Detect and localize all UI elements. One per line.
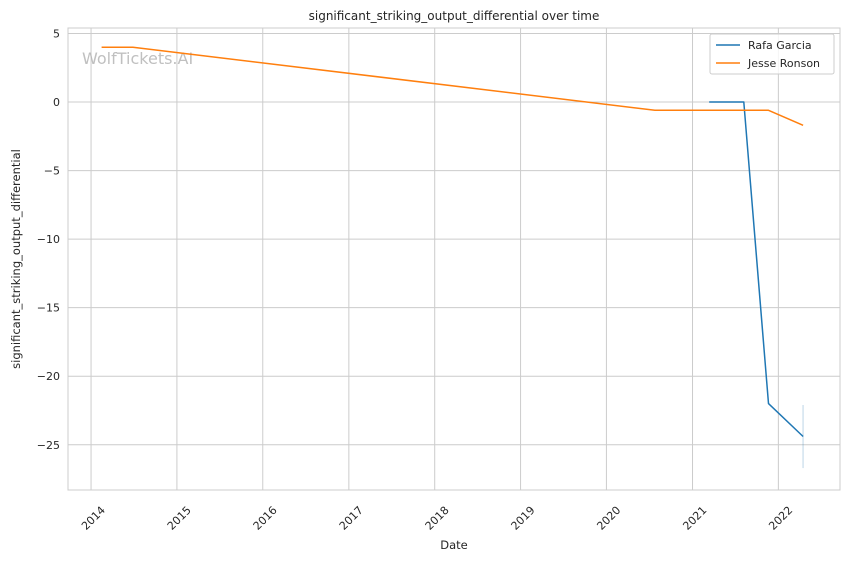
y-tick-label: −10	[37, 233, 60, 246]
legend-items: Rafa Garcia Jesse Ronson	[716, 39, 820, 70]
y-tick-label: 0	[53, 96, 60, 109]
x-tick-label: 2019	[509, 504, 538, 533]
x-tick-label: 2020	[594, 504, 623, 533]
series-line-0	[709, 101, 804, 438]
x-tick-label: 2021	[680, 504, 709, 533]
legend-label: Jesse Ronson	[747, 57, 820, 70]
grid	[68, 28, 840, 490]
x-tick-label: 2016	[251, 504, 280, 533]
legend-label: Rafa Garcia	[748, 39, 812, 52]
series-layer	[101, 46, 804, 469]
y-tick-label: −25	[37, 439, 60, 452]
y-tick-label: 5	[53, 27, 60, 40]
x-tick-label: 2022	[766, 504, 795, 533]
watermark-text: WolfTickets.AI	[82, 49, 193, 68]
chart-title: significant_striking_output_differential…	[309, 9, 600, 23]
y-tick-label: −15	[37, 302, 60, 315]
x-axis-label: Date	[440, 538, 468, 552]
tick-labels: 5 0 −5 −10 −15 −20 −25 2014 2015 2016 2017 2018 2019…	[37, 27, 796, 532]
y-tick-label: −20	[37, 370, 60, 383]
x-tick-label: 2014	[79, 504, 108, 533]
plot-frame	[67, 27, 841, 491]
series-line-1	[101, 46, 804, 126]
x-tick-label: 2018	[423, 504, 452, 533]
legend: Rafa Garcia Jesse Ronson	[709, 33, 835, 75]
legend-box	[709, 33, 835, 75]
y-axis-label: significant_striking_output_differential	[9, 149, 23, 369]
x-tick-label: 2017	[337, 504, 366, 533]
x-tick-label: 2015	[165, 504, 194, 533]
y-tick-label: −5	[44, 165, 60, 178]
